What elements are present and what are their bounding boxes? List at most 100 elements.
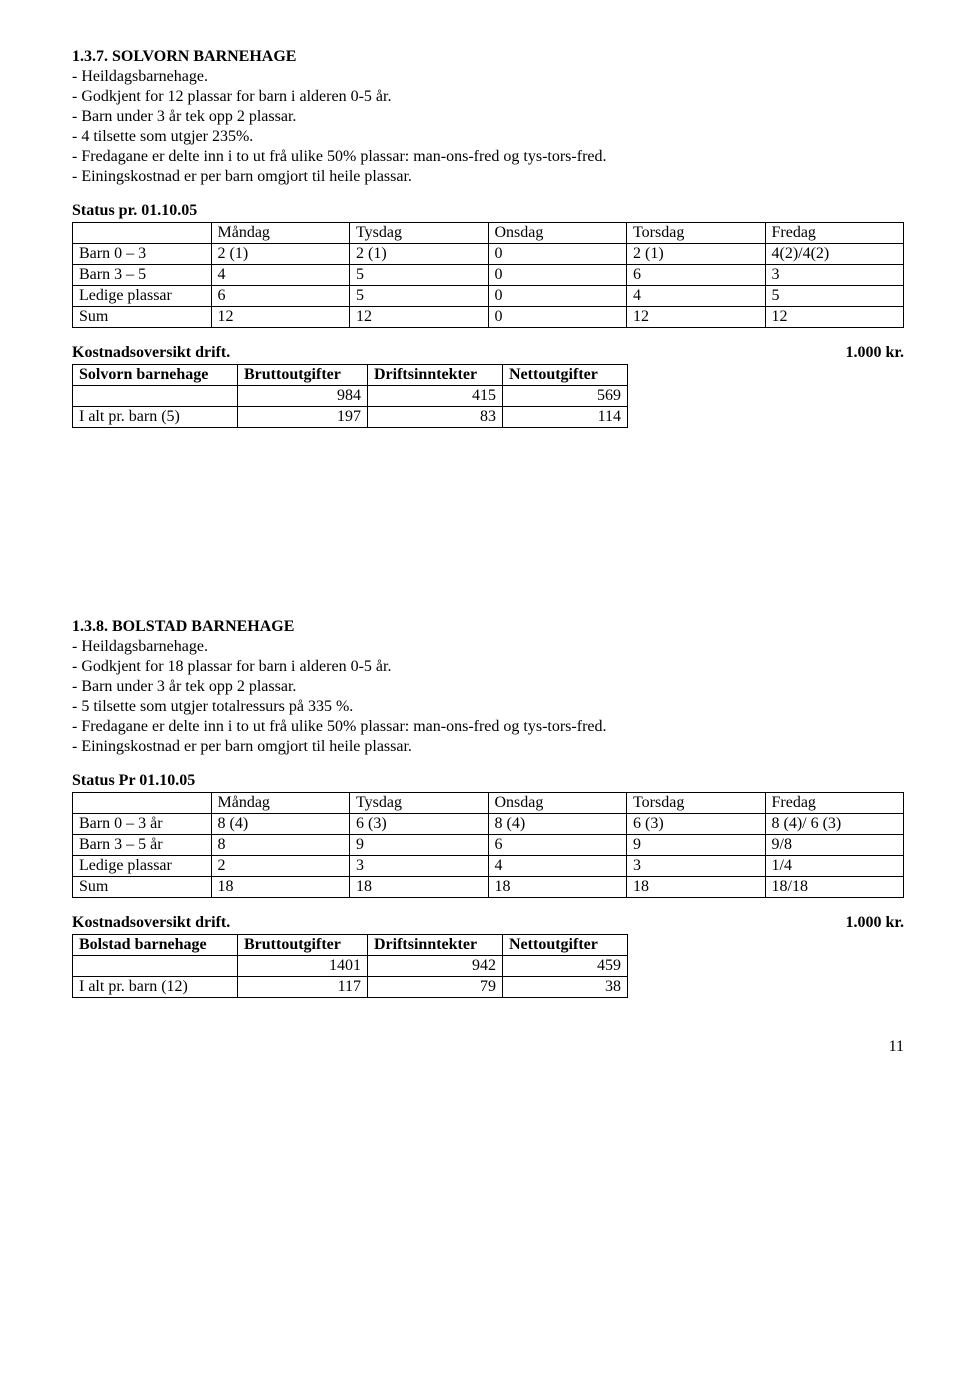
status-label: Status pr. 01.10.05 <box>72 202 904 220</box>
section-solvorn: 1.3.7. SOLVORN BARNEHAGE - Heildagsbarne… <box>72 48 904 428</box>
bullet: - Barn under 3 år tek opp 2 plassar. <box>72 108 904 126</box>
cell: Nettoutgifter <box>503 365 628 386</box>
cell: 6 <box>211 286 350 307</box>
cell: 197 <box>238 407 368 428</box>
status-label: Status Pr 01.10.05 <box>72 772 904 790</box>
bullet: - Heildagsbarnehage. <box>72 68 904 86</box>
cell: 6 (3) <box>350 814 489 835</box>
cell: 0 <box>488 307 627 328</box>
table-row: 984 415 569 <box>73 386 628 407</box>
bullet: - Einingskostnad er per barn omgjort til… <box>72 738 904 756</box>
cell: 5 <box>765 286 904 307</box>
bullet: - 5 tilsette som utgjer totalressurs på … <box>72 698 904 716</box>
cell: 12 <box>350 307 489 328</box>
cell: 4 <box>211 265 350 286</box>
cell: 38 <box>503 977 628 998</box>
cell: Fredag <box>765 223 904 244</box>
cell: 1/4 <box>765 856 904 877</box>
cell: 6 (3) <box>627 814 766 835</box>
cell: Onsdag <box>488 223 627 244</box>
cell: 942 <box>368 956 503 977</box>
cell: 4 <box>627 286 766 307</box>
cell: 3 <box>627 856 766 877</box>
cell: Bruttoutgifter <box>238 365 368 386</box>
cell: 18/18 <box>765 877 904 898</box>
status-table: Måndag Tysdag Onsdag Torsdag Fredag Barn… <box>72 222 904 328</box>
cell: Torsdag <box>627 793 766 814</box>
table-row: Barn 3 – 5 4 5 0 6 3 <box>73 265 904 286</box>
cell: Solvorn barnehage <box>73 365 238 386</box>
cell: Måndag <box>211 793 350 814</box>
cell: Sum <box>73 307 212 328</box>
cell: 984 <box>238 386 368 407</box>
cell: 117 <box>238 977 368 998</box>
cell: Sum <box>73 877 212 898</box>
cell <box>73 793 212 814</box>
cell: Torsdag <box>627 223 766 244</box>
table-row: Ledige plassar 2 3 4 3 1/4 <box>73 856 904 877</box>
section-bolstad: 1.3.8. BOLSTAD BARNEHAGE - Heildagsbarne… <box>72 618 904 998</box>
cell: Fredag <box>765 793 904 814</box>
cell: 415 <box>368 386 503 407</box>
cell: 0 <box>488 265 627 286</box>
status-table: Måndag Tysdag Onsdag Torsdag Fredag Barn… <box>72 792 904 898</box>
kost-table: Bolstad barnehage Bruttoutgifter Driftsi… <box>72 934 628 998</box>
cell: 18 <box>488 877 627 898</box>
cell: 459 <box>503 956 628 977</box>
cell: Barn 3 – 5 <box>73 265 212 286</box>
cell: Bruttoutgifter <box>238 935 368 956</box>
cell: 9/8 <box>765 835 904 856</box>
cell: 4(2)/4(2) <box>765 244 904 265</box>
cell: 8 (4) <box>488 814 627 835</box>
cell: 2 (1) <box>350 244 489 265</box>
kost-label: Kostnadsoversikt drift. <box>72 914 230 932</box>
cell: 18 <box>211 877 350 898</box>
cell: Bolstad barnehage <box>73 935 238 956</box>
cell: 8 <box>211 835 350 856</box>
cell: 3 <box>765 265 904 286</box>
kost-unit: 1.000 kr. <box>845 914 904 932</box>
spacer <box>72 428 904 618</box>
kost-table: Solvorn barnehage Bruttoutgifter Driftsi… <box>72 364 628 428</box>
bullet-list: - Heildagsbarnehage. - Godkjent for 18 p… <box>72 638 904 756</box>
cell: 5 <box>350 265 489 286</box>
cell: 8 (4)/ 6 (3) <box>765 814 904 835</box>
bullet: - Fredagane er delte inn i to ut frå uli… <box>72 148 904 166</box>
table-row: I alt pr. barn (5) 197 83 114 <box>73 407 628 428</box>
cell: Barn 0 – 3 år <box>73 814 212 835</box>
cell: 8 (4) <box>211 814 350 835</box>
bullet: - Godkjent for 12 plassar for barn i ald… <box>72 88 904 106</box>
kost-label: Kostnadsoversikt drift. <box>72 344 230 362</box>
cell: 3 <box>350 856 489 877</box>
section-heading: 1.3.8. BOLSTAD BARNEHAGE <box>72 618 904 636</box>
kost-heading: Kostnadsoversikt drift. 1.000 kr. <box>72 344 904 362</box>
cell: 4 <box>488 856 627 877</box>
cell: I alt pr. barn (12) <box>73 977 238 998</box>
table-row: Måndag Tysdag Onsdag Torsdag Fredag <box>73 793 904 814</box>
cell: I alt pr. barn (5) <box>73 407 238 428</box>
cell: Driftsinntekter <box>368 935 503 956</box>
cell: 83 <box>368 407 503 428</box>
cell <box>73 386 238 407</box>
cell: 5 <box>350 286 489 307</box>
cell: 6 <box>488 835 627 856</box>
bullet: - Fredagane er delte inn i to ut frå uli… <box>72 718 904 736</box>
cell: Ledige plassar <box>73 286 212 307</box>
table-row: Måndag Tysdag Onsdag Torsdag Fredag <box>73 223 904 244</box>
cell <box>73 223 212 244</box>
cell: 0 <box>488 286 627 307</box>
cell: 2 <box>211 856 350 877</box>
bullet: - Heildagsbarnehage. <box>72 638 904 656</box>
cell: Barn 0 – 3 <box>73 244 212 265</box>
table-row: Solvorn barnehage Bruttoutgifter Driftsi… <box>73 365 628 386</box>
cell: Barn 3 – 5 år <box>73 835 212 856</box>
cell: 2 (1) <box>627 244 766 265</box>
cell: Ledige plassar <box>73 856 212 877</box>
table-row: I alt pr. barn (12) 117 79 38 <box>73 977 628 998</box>
table-row: Barn 0 – 3 år 8 (4) 6 (3) 8 (4) 6 (3) 8 … <box>73 814 904 835</box>
page-number: 11 <box>72 1038 904 1056</box>
table-row: Bolstad barnehage Bruttoutgifter Driftsi… <box>73 935 628 956</box>
cell: 569 <box>503 386 628 407</box>
cell: 12 <box>765 307 904 328</box>
cell <box>73 956 238 977</box>
